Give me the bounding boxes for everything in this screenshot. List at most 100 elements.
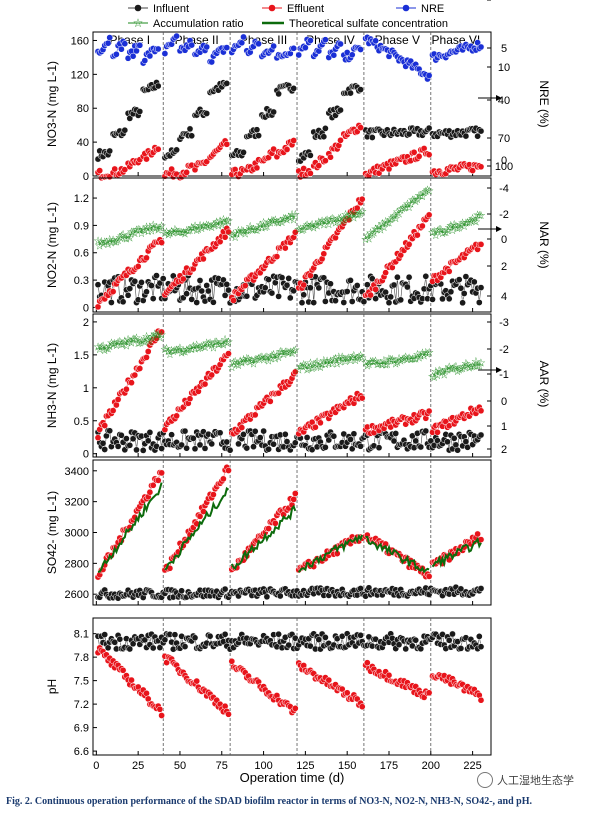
data-point [404, 283, 411, 291]
data-point: ☆ [354, 209, 364, 221]
data-point: ☆ [203, 338, 213, 350]
data-point: ☆ [269, 215, 279, 227]
data-point: ☆ [377, 218, 387, 230]
data-point [392, 430, 400, 437]
data-point [121, 40, 129, 48]
data-point: ☆ [392, 206, 402, 218]
data-point: ☆ [153, 330, 163, 342]
data-point [357, 46, 364, 53]
data-point: ☆ [347, 352, 357, 364]
legend-label-theoretical: Theoretical sulfate concentration [289, 18, 448, 30]
data-point [337, 40, 344, 48]
data-point: ☆ [423, 185, 433, 197]
data-point [141, 57, 149, 64]
data-point [255, 40, 262, 48]
data-point [243, 444, 251, 452]
data-point [462, 273, 470, 280]
data-point [210, 491, 217, 498]
data-point [203, 110, 211, 117]
data-point [419, 222, 426, 230]
data-point [270, 145, 277, 153]
data-point: ☆ [397, 203, 407, 215]
data-point: ☆ [157, 330, 167, 342]
data-point [425, 72, 433, 79]
data-point [223, 438, 231, 446]
data-point: ☆ [382, 359, 392, 371]
series-connector [365, 189, 430, 240]
data-point [385, 671, 393, 679]
data-point: ☆ [473, 361, 483, 373]
data-point: ☆ [152, 329, 162, 341]
data-point [221, 585, 229, 593]
data-point: ☆ [429, 226, 439, 238]
data-point [240, 431, 247, 438]
data-point: ☆ [397, 355, 407, 367]
data-point [303, 434, 311, 441]
data-point: ☆ [396, 356, 406, 368]
data-point [141, 636, 149, 644]
data-point: ☆ [127, 337, 137, 349]
data-point: ☆ [433, 370, 443, 382]
data-point [475, 299, 483, 306]
data-point: ☆ [401, 351, 411, 363]
panel-frame [92, 313, 492, 458]
data-point: ☆ [232, 229, 242, 241]
data-point: ☆ [374, 221, 384, 233]
data-point: ☆ [138, 335, 148, 347]
data-point: ☆ [188, 340, 198, 352]
data-point [104, 644, 112, 652]
data-point: ☆ [285, 212, 295, 224]
y-tick-label: 8.1 [74, 629, 89, 641]
data-point: ☆ [187, 344, 197, 356]
data-point: ☆ [453, 223, 463, 235]
data-point [118, 45, 125, 53]
data-point [425, 689, 433, 697]
data-point [183, 169, 190, 176]
data-point [101, 631, 109, 638]
data-point: ☆ [254, 353, 264, 365]
data-point: ☆ [356, 208, 366, 220]
data-point: ☆ [220, 334, 230, 346]
data-point: ☆ [242, 353, 252, 365]
data-point [208, 58, 216, 66]
data-point: ☆ [230, 356, 240, 368]
data-point: ☆ [337, 352, 347, 364]
data-point [143, 288, 150, 296]
data-point: ☆ [183, 344, 193, 356]
axis-arrow-head [496, 95, 502, 101]
x-axis-label: Operation time (d) [240, 770, 345, 785]
data-point: ☆ [339, 214, 349, 226]
data-point: ☆ [93, 236, 103, 248]
data-point: ☆ [217, 220, 227, 232]
y-tick-label: 7.8 [74, 652, 89, 664]
data-point [143, 155, 150, 163]
data-point [109, 407, 117, 414]
data-point [188, 296, 196, 303]
data-point [315, 284, 323, 292]
y-tick-label: 3400 [65, 466, 89, 478]
data-point: ☆ [262, 351, 272, 363]
data-point [402, 645, 410, 653]
data-point: ☆ [264, 216, 274, 228]
data-point: ☆ [310, 358, 320, 370]
data-point [444, 438, 451, 446]
data-point [291, 228, 299, 236]
data-point: ☆ [474, 360, 484, 372]
data-point: ☆ [474, 210, 484, 222]
series-connector [365, 351, 430, 367]
y-tick-label: 0 [83, 449, 89, 461]
data-point [129, 52, 137, 60]
data-point: ☆ [407, 195, 417, 207]
data-point [343, 288, 351, 295]
data-point: ☆ [265, 218, 275, 230]
data-point: ☆ [180, 347, 190, 359]
data-point: ☆ [232, 359, 242, 371]
data-point [330, 51, 338, 59]
data-point: ☆ [96, 236, 106, 248]
data-point: ☆ [424, 185, 434, 197]
data-point: ☆ [456, 219, 466, 231]
data-point: ☆ [402, 199, 412, 211]
data-point [454, 446, 461, 454]
data-point [434, 428, 441, 436]
data-point: ☆ [229, 229, 239, 241]
